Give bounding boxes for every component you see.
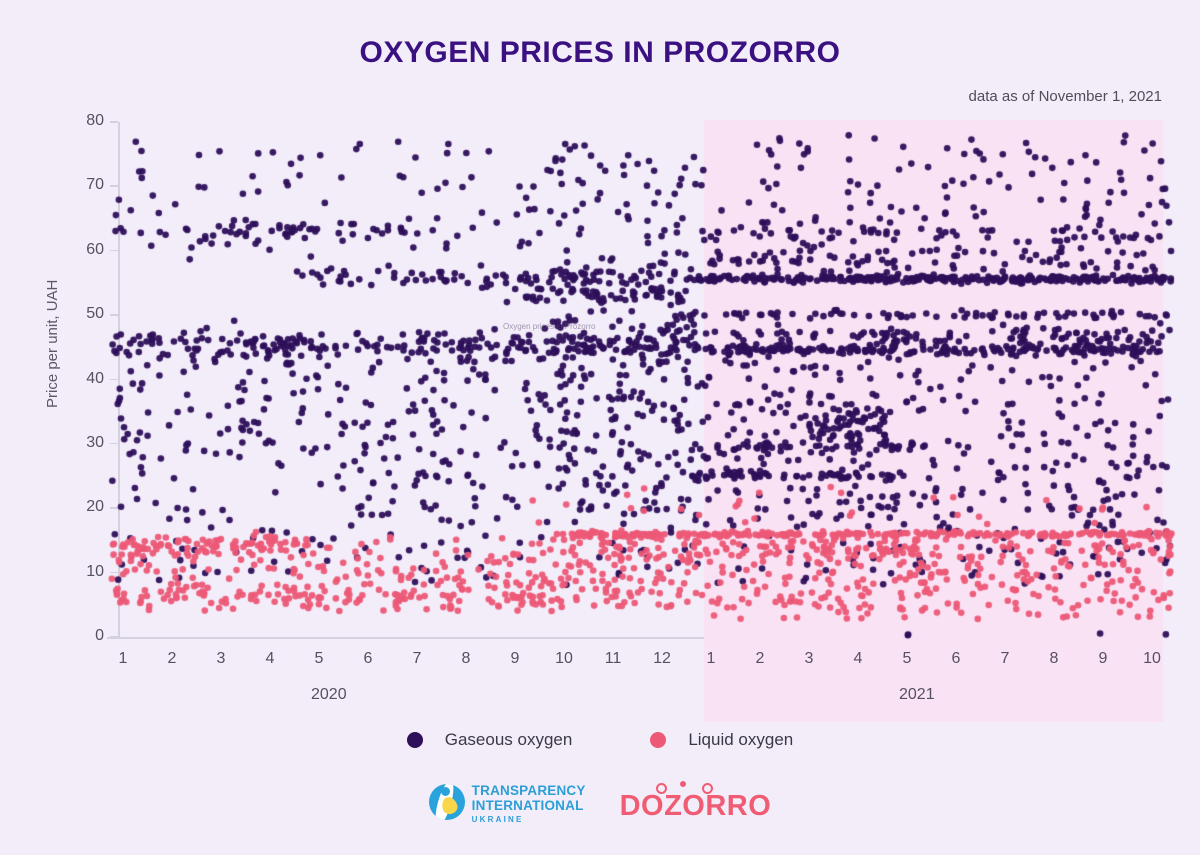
legend-dot-icon <box>406 732 423 748</box>
x-tick-label: 7 <box>412 650 422 667</box>
x-tick-label: 10 <box>555 650 573 667</box>
ti-logo-line3: UKRAINE <box>471 815 524 824</box>
footer-logos: TRANSPARENCY INTERNATIONAL UKRAINE DOZOR… <box>0 781 1200 824</box>
transparency-globe-icon <box>428 784 465 820</box>
x-tick-label: 8 <box>1049 650 1059 667</box>
dozorro-logo: DOZORRO <box>619 781 772 823</box>
year-label: 2021 <box>899 686 935 703</box>
x-tick-label: 2 <box>167 650 177 667</box>
y-tick-label: 20 <box>86 498 104 516</box>
x-tick-label: 9 <box>1098 650 1108 667</box>
x-tick-label: 1 <box>706 650 716 667</box>
x-tick-label: 5 <box>314 650 324 667</box>
y-tick-label: 50 <box>86 305 104 323</box>
y-tick-label: 0 <box>95 627 104 644</box>
x-tick-label: 11 <box>604 650 622 667</box>
y-tick-label: 70 <box>86 176 104 194</box>
legend-item-gaseous-oxygen: Gaseous oxygen <box>406 730 573 750</box>
x-tick-label: 12 <box>653 650 671 667</box>
legend-label: Gaseous oxygen <box>444 730 573 749</box>
x-tick-label: 4 <box>265 650 275 667</box>
y-tick-label: 40 <box>86 369 104 387</box>
ti-logo-line2: INTERNATIONAL <box>471 797 584 813</box>
x-tick-label: 3 <box>804 650 814 667</box>
ti-logo-line1: TRANSPARENCY <box>471 783 586 798</box>
x-tick-label: 5 <box>902 650 912 667</box>
legend-label: Liquid oxygen <box>688 730 794 749</box>
legend: Gaseous oxygen Liquid oxygen <box>0 730 1200 750</box>
x-tick-label: 8 <box>461 650 471 667</box>
x-tick-label: 6 <box>951 650 961 667</box>
x-tick-label: 4 <box>853 650 863 667</box>
x-tick-label: 3 <box>216 650 226 667</box>
x-tick-label: 2 <box>755 650 765 667</box>
dozorro-logo-text: DOZORRO <box>619 790 772 822</box>
x-tick-label: 9 <box>510 650 520 667</box>
transparency-international-logo: TRANSPARENCY INTERNATIONAL UKRAINE <box>428 783 586 824</box>
x-tick-label: 7 <box>1000 650 1010 667</box>
dozorro-ring-icon <box>655 783 667 794</box>
legend-dot-icon <box>650 732 667 748</box>
x-tick-label: 6 <box>363 650 373 667</box>
y-tick-label: 10 <box>86 562 104 580</box>
y-tick-label: 30 <box>86 433 104 451</box>
x-tick-label: 10 <box>1143 650 1161 667</box>
dozorro-ring-icon <box>701 783 713 794</box>
year-label: 2020 <box>311 686 347 703</box>
legend-item-liquid-oxygen: Liquid oxygen <box>650 730 793 750</box>
watermark: Oxygen prices in Prozorro <box>503 322 596 331</box>
dozorro-knob-icon <box>679 781 686 787</box>
y-tick-label: 80 <box>86 112 104 129</box>
y-tick-label: 60 <box>86 240 104 258</box>
x-tick-label: 1 <box>118 650 128 667</box>
